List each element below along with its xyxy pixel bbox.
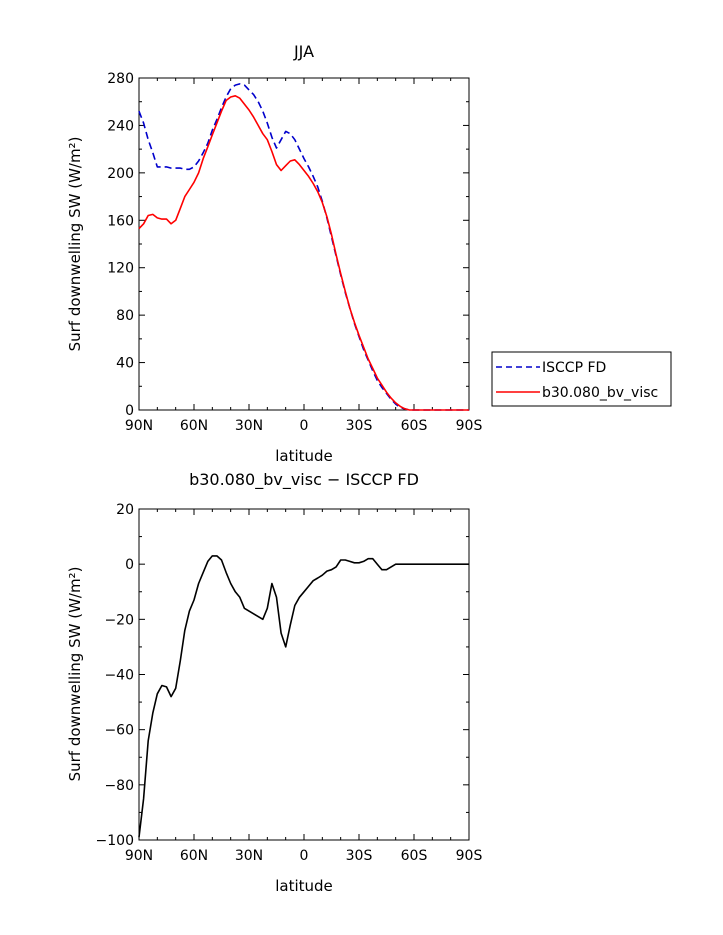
legend-label-model: b30.080_bv_visc (542, 385, 658, 401)
top-y-tick-label: 200 (107, 166, 134, 182)
top-axis-ticks: 90N 60N 30N 0 30S 60S 90S 0 40 80 120 160 200 240 280 (107, 71, 482, 434)
bottom-x-axis-label: latitude (275, 877, 333, 895)
bottom-y-tick-label: −60 (104, 723, 134, 739)
bottom-y-tick-label: 0 (125, 557, 134, 573)
top-x-tick-label: 90N (125, 418, 153, 434)
top-y-tick-label: 240 (107, 118, 134, 134)
top-series-line-isccp-fd (138, 83, 469, 411)
top-series-line-b30-080-bv-visc (138, 95, 469, 411)
top-y-tick-label: 280 (107, 71, 134, 87)
top-x-axis-label: latitude (275, 447, 333, 465)
bottom-x-tick-label: 30N (235, 848, 263, 864)
bottom-series-line-0 (138, 555, 469, 838)
top-x-tick-label: 30N (235, 418, 263, 434)
top-y-tick-label: 160 (107, 213, 134, 229)
top-y-tick-label: 80 (116, 308, 134, 324)
bottom-axis-ticks: 90N 60N 30N 0 30S 60S 90S −100 −80 −60 −40 −20 0 20 (96, 502, 483, 864)
bottom-y-tick-label: −20 (104, 612, 134, 628)
top-x-tick-label: 60S (401, 418, 428, 434)
bottom-plot-frame (138, 508, 470, 841)
legend: ISCCP FD b30.080_bv_visc (491, 351, 672, 407)
bottom-chart-title: b30.080_bv_visc − ISCCP FD (189, 470, 419, 490)
bottom-x-tick-label: 60S (401, 848, 428, 864)
bottom-x-tick-label: 90S (456, 848, 483, 864)
bottom-y-axis-label: Surf downwelling SW (W/m²) (66, 567, 84, 782)
legend-box (491, 351, 672, 407)
top-y-tick-label: 40 (116, 356, 134, 372)
bottom-y-tick-label: −100 (96, 833, 134, 849)
top-panel: JJA 90N 60N 30N 0 30S 60S 90S 0 40 80 120 160 200 240… (66, 42, 482, 465)
top-x-tick-label: 60N (180, 418, 208, 434)
top-chart-title: JJA (293, 42, 314, 61)
bottom-panel: b30.080_bv_visc − ISCCP FD 90N 60N 30N 0 30S… (66, 470, 482, 895)
bottom-series-group (138, 555, 469, 838)
top-x-tick-label: 0 (300, 418, 309, 434)
top-x-tick-label: 30S (346, 418, 373, 434)
bottom-x-tick-label: 60N (180, 848, 208, 864)
top-plot-frame (138, 77, 470, 411)
bottom-x-tick-label: 0 (300, 848, 309, 864)
top-y-tick-label: 120 (107, 261, 134, 277)
bottom-y-tick-label: 20 (116, 502, 134, 518)
bottom-x-tick-label: 90N (125, 848, 153, 864)
bottom-y-tick-label: −40 (104, 668, 134, 684)
top-series-group (138, 83, 469, 411)
top-y-tick-label: 0 (125, 403, 134, 419)
bottom-y-tick-label: −80 (104, 778, 134, 794)
legend-label-isccp: ISCCP FD (542, 360, 606, 376)
top-x-tick-label: 90S (456, 418, 483, 434)
bottom-x-tick-label: 30S (346, 848, 373, 864)
top-y-axis-label: Surf downwelling SW (W/m²) (66, 137, 84, 352)
